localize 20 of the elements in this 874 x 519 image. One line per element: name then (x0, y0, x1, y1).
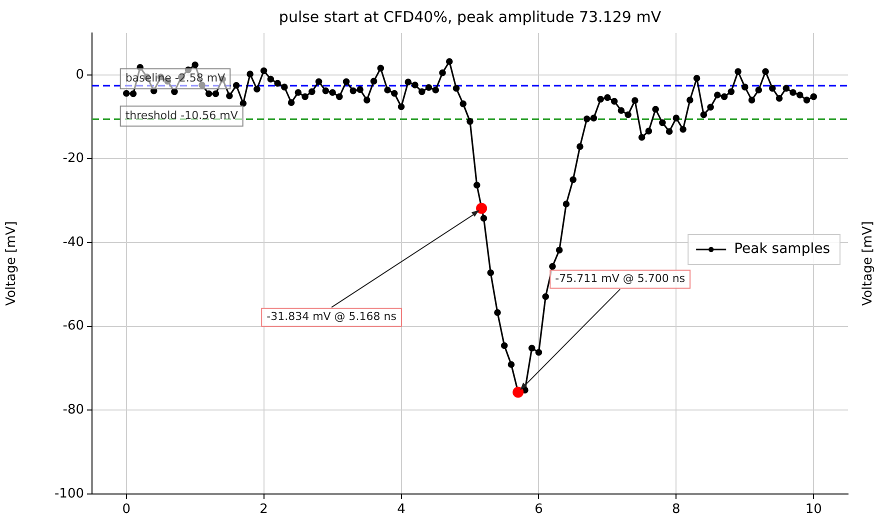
x-tick-label: 10 (805, 502, 822, 518)
x-tick-label: 2 (260, 502, 268, 518)
y2-axis-title: Voltage [mV] (860, 221, 874, 306)
ref-line-label: threshold -10.56 mV (125, 109, 238, 122)
annotation: -75.711 mV @ 5.700 ns (555, 272, 686, 286)
annotation: -31.834 mV @ 5.168 ns (266, 310, 397, 324)
y-tick-label: -100 (54, 486, 84, 502)
y-tick-label: 0 (76, 67, 84, 82)
chart-title: pulse start at CFD40%, peak amplitude 73.129 mV (278, 8, 662, 26)
x-tick-label: 6 (534, 502, 543, 518)
x-tick-label: 4 (397, 502, 406, 518)
legend-label: Peak samples (734, 241, 830, 258)
y-tick-label: -40 (62, 234, 84, 250)
y-tick-label: -60 (62, 318, 84, 334)
x-tick-label: 8 (672, 502, 680, 518)
x-tick-label: 0 (122, 502, 131, 518)
ref-line-label: baseline -2.58 mV (125, 72, 226, 85)
y-tick-label: -80 (62, 402, 84, 418)
y-tick-label: -20 (62, 151, 84, 166)
y-axis-title: Voltage [mV] (4, 221, 20, 306)
